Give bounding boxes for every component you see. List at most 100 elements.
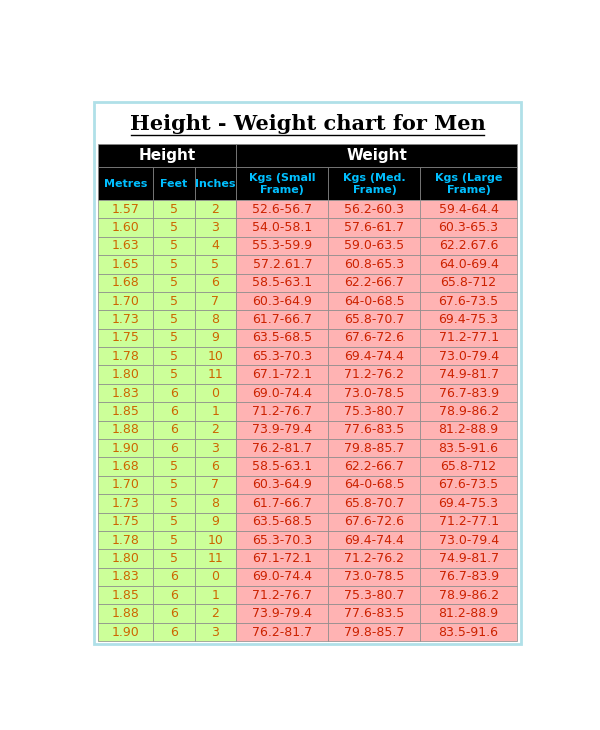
Text: 81.2-88.9: 81.2-88.9 bbox=[439, 607, 499, 620]
Bar bbox=[152, 366, 194, 384]
Bar bbox=[98, 458, 152, 476]
Bar bbox=[328, 550, 421, 568]
Bar bbox=[194, 494, 236, 512]
Text: 67.6-72.6: 67.6-72.6 bbox=[344, 331, 404, 345]
Bar bbox=[152, 402, 194, 420]
Bar bbox=[421, 531, 517, 550]
Text: 69.4-74.4: 69.4-74.4 bbox=[344, 350, 404, 363]
Text: 1: 1 bbox=[211, 405, 220, 418]
Text: 83.5-91.6: 83.5-91.6 bbox=[439, 442, 499, 455]
Bar bbox=[236, 384, 328, 402]
Text: 10: 10 bbox=[208, 534, 223, 547]
Bar bbox=[236, 494, 328, 512]
Text: 1.88: 1.88 bbox=[112, 607, 139, 620]
Text: 73.0-79.4: 73.0-79.4 bbox=[439, 534, 499, 547]
Bar bbox=[421, 439, 517, 458]
Bar bbox=[421, 494, 517, 512]
Bar bbox=[328, 237, 421, 256]
Bar bbox=[98, 310, 152, 328]
Bar bbox=[152, 167, 194, 200]
Text: 1.65: 1.65 bbox=[112, 258, 139, 271]
Text: 67.1-72.1: 67.1-72.1 bbox=[253, 368, 313, 381]
Bar bbox=[194, 384, 236, 402]
Bar bbox=[194, 512, 236, 531]
Bar bbox=[98, 476, 152, 494]
Text: 60.8-65.3: 60.8-65.3 bbox=[344, 258, 404, 271]
Bar bbox=[152, 512, 194, 531]
Bar bbox=[194, 420, 236, 439]
Text: 62.2.67.6: 62.2.67.6 bbox=[439, 239, 499, 253]
Text: 5: 5 bbox=[211, 258, 220, 271]
Bar bbox=[152, 274, 194, 292]
Bar bbox=[152, 384, 194, 402]
Bar bbox=[236, 402, 328, 420]
Bar bbox=[152, 494, 194, 512]
Bar bbox=[328, 218, 421, 237]
Text: 1.85: 1.85 bbox=[112, 589, 139, 602]
Bar bbox=[194, 274, 236, 292]
Bar bbox=[236, 310, 328, 328]
Bar bbox=[328, 310, 421, 328]
Text: 5: 5 bbox=[170, 331, 178, 345]
Bar bbox=[236, 458, 328, 476]
Bar bbox=[421, 604, 517, 623]
Text: 6: 6 bbox=[170, 626, 178, 639]
Bar bbox=[194, 402, 236, 420]
Text: Weight: Weight bbox=[346, 148, 407, 163]
Bar bbox=[421, 384, 517, 402]
Bar bbox=[236, 274, 328, 292]
Bar bbox=[98, 494, 152, 512]
Bar bbox=[421, 310, 517, 328]
Bar bbox=[421, 550, 517, 568]
Text: 2: 2 bbox=[211, 203, 220, 215]
Text: Metres: Metres bbox=[104, 179, 147, 189]
Bar bbox=[152, 420, 194, 439]
Text: 76.2-81.7: 76.2-81.7 bbox=[253, 626, 313, 639]
Bar bbox=[328, 439, 421, 458]
Text: 73.0-78.5: 73.0-78.5 bbox=[344, 387, 404, 399]
Bar bbox=[421, 366, 517, 384]
Text: 73.0-78.5: 73.0-78.5 bbox=[344, 570, 404, 583]
Text: 71.2-76.2: 71.2-76.2 bbox=[344, 552, 404, 565]
Bar bbox=[194, 292, 236, 310]
Text: 57.6-61.7: 57.6-61.7 bbox=[344, 221, 404, 234]
Text: 76.7-83.9: 76.7-83.9 bbox=[439, 570, 499, 583]
Bar bbox=[194, 458, 236, 476]
Bar bbox=[194, 167, 236, 200]
Text: Height: Height bbox=[139, 148, 196, 163]
Text: 54.0-58.1: 54.0-58.1 bbox=[252, 221, 313, 234]
Text: 78.9-86.2: 78.9-86.2 bbox=[439, 405, 499, 418]
Bar bbox=[236, 200, 328, 218]
Text: 62.2-66.7: 62.2-66.7 bbox=[344, 276, 404, 289]
Text: 5: 5 bbox=[170, 295, 178, 307]
Text: 6: 6 bbox=[211, 276, 220, 289]
Text: 1.80: 1.80 bbox=[112, 552, 139, 565]
Bar bbox=[98, 439, 152, 458]
Bar bbox=[98, 402, 152, 420]
Bar bbox=[328, 623, 421, 641]
Bar bbox=[194, 550, 236, 568]
Bar bbox=[152, 586, 194, 604]
Text: 2: 2 bbox=[211, 423, 220, 437]
Bar bbox=[236, 328, 328, 347]
Text: 76.7-83.9: 76.7-83.9 bbox=[439, 387, 499, 399]
Text: 2: 2 bbox=[211, 607, 220, 620]
Bar bbox=[421, 167, 517, 200]
Bar bbox=[98, 512, 152, 531]
Bar bbox=[236, 604, 328, 623]
Bar bbox=[328, 274, 421, 292]
Text: 5: 5 bbox=[170, 478, 178, 491]
Text: Kgs (Small
Frame): Kgs (Small Frame) bbox=[249, 173, 316, 194]
Text: 6: 6 bbox=[170, 570, 178, 583]
Bar bbox=[328, 384, 421, 402]
Bar bbox=[328, 366, 421, 384]
Text: 1.90: 1.90 bbox=[112, 442, 139, 455]
Bar bbox=[98, 550, 152, 568]
Text: 65.8-70.7: 65.8-70.7 bbox=[344, 497, 404, 510]
Bar bbox=[421, 476, 517, 494]
Bar bbox=[328, 586, 421, 604]
Bar bbox=[152, 604, 194, 623]
Bar bbox=[236, 237, 328, 256]
Text: 71.2-77.1: 71.2-77.1 bbox=[439, 331, 499, 345]
Bar bbox=[98, 604, 152, 623]
